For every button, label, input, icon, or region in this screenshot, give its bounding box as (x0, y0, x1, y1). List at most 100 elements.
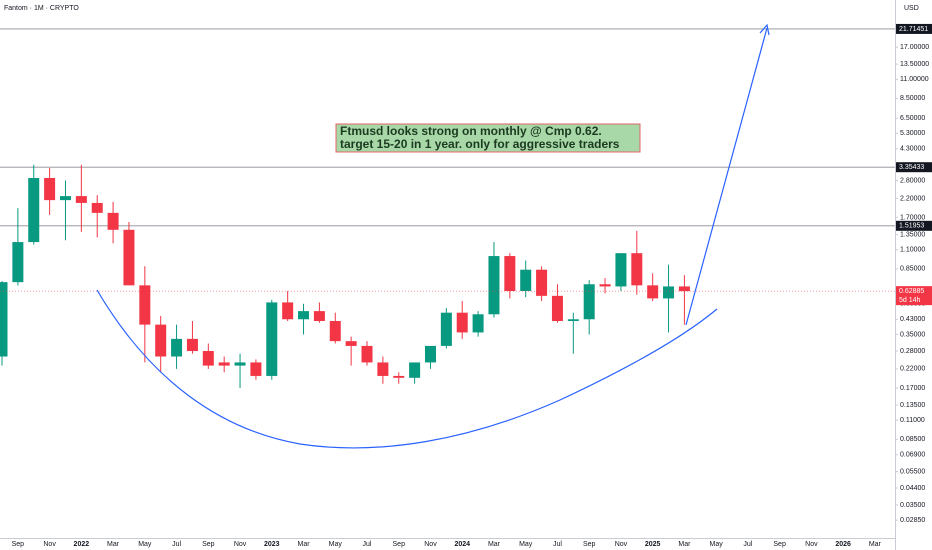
y-tick-label: 6.50000 (900, 115, 925, 122)
x-tick-label: Mar (678, 541, 691, 548)
candle-body (678, 286, 690, 292)
candle-body (424, 345, 436, 363)
x-tick-label: 2024 (454, 541, 470, 548)
x-tick-label: Sep (12, 541, 25, 548)
candle-body (44, 177, 56, 201)
y-tick-label: 0.11000 (900, 417, 925, 424)
y-tick-label: 0.03500 (900, 502, 925, 509)
y-tick-label: 5.30000 (900, 130, 925, 137)
level-label-bg (896, 23, 932, 34)
x-tick-label: Mar (869, 541, 882, 548)
candle-body (551, 295, 563, 322)
candle-body (313, 311, 325, 322)
candle-body (107, 212, 119, 230)
candle-body (440, 312, 452, 346)
candle-body (631, 253, 643, 286)
candle-body (12, 242, 24, 283)
arrow-head (759, 23, 770, 36)
x-tick-label: Sep (773, 541, 786, 548)
candle-body (472, 314, 484, 333)
x-tick-label: Jul (553, 541, 562, 548)
candle-body (266, 302, 278, 376)
annotation-line: Ftmusd looks strong on monthly @ Cmp 0.6… (340, 124, 602, 138)
y-tick-label: 0.28000 (900, 348, 925, 355)
candle-body (0, 282, 8, 357)
candle-body (647, 285, 659, 299)
y-tick-label: 17.00000 (900, 44, 929, 51)
plot: 17.00000 13.50000 11.00000 8.50000 6.50000 5.… (0, 23, 932, 548)
candle-body (456, 312, 468, 333)
level-label-bg (896, 162, 932, 173)
annotation-box (335, 123, 641, 153)
x-tick-label: Sep (202, 541, 215, 548)
candle-body (377, 362, 389, 376)
last-price-label: 0.62885 (899, 288, 924, 295)
candle-body (298, 311, 310, 320)
candle-body (75, 196, 87, 203)
x-tick-label: Mar (488, 541, 501, 548)
x-tick-label: Sep (583, 541, 596, 548)
y-tick-label: 8.50000 (900, 95, 925, 102)
x-tick-label: Jul (172, 541, 181, 548)
y-tick-label: 0.13500 (900, 402, 925, 409)
candle-body (139, 285, 151, 325)
x-tick-label: Jul (743, 541, 752, 548)
y-tick-label: 1.35000 (900, 231, 925, 238)
candle-body (520, 269, 532, 291)
y-tick-label: 1.70000 (900, 214, 925, 221)
currency-label: USD (904, 5, 919, 12)
x-tick-label: May (710, 541, 724, 548)
x-tick-label: Nov (43, 541, 56, 548)
candle-body (59, 196, 71, 201)
annotation-line: target 15-20 in 1 year. only for aggress… (340, 137, 620, 151)
level-label: 3.35433 (899, 164, 924, 171)
candle-body (28, 177, 40, 243)
level-label: 1.51953 (899, 223, 924, 230)
candle-body (488, 256, 500, 315)
y-tick-label: 0.22000 (900, 366, 925, 373)
candle-body (155, 324, 167, 357)
candle-body (536, 269, 548, 296)
candle-body (91, 202, 103, 213)
x-tick-label: 2025 (645, 541, 661, 548)
x-tick-label: 2026 (835, 541, 851, 548)
candle-body (567, 319, 579, 322)
y-tick-label: 2.80000 (900, 177, 925, 184)
x-tick-label: May (138, 541, 152, 548)
candle-body (663, 286, 675, 299)
y-tick-label: 0.35000 (900, 331, 925, 338)
candle-body (218, 362, 230, 366)
candle-body (123, 229, 135, 286)
x-tick-label: Mar (297, 541, 310, 548)
candle-body (250, 362, 262, 376)
x-tick-label: Mar (107, 541, 120, 548)
y-tick-label: 2.20000 (900, 195, 925, 202)
x-tick-label: 2023 (264, 541, 280, 548)
candle-body (202, 351, 214, 366)
y-tick-label: 11.00000 (900, 76, 929, 83)
y-tick-label: 0.02850 (900, 517, 925, 524)
candle-body (329, 321, 341, 342)
level-label: 21.71451 (899, 26, 928, 33)
x-tick-label: Nov (615, 541, 628, 548)
x-tick-label: May (519, 541, 533, 548)
candle-body (171, 338, 183, 357)
x-tick-label: May (329, 541, 343, 548)
candle-body (393, 375, 405, 378)
last-price-bg (896, 286, 932, 306)
candle-body (186, 338, 198, 352)
x-tick-label: Jul (363, 541, 372, 548)
y-tick-label: 0.08500 (900, 436, 925, 443)
x-tick-label: Nov (805, 541, 818, 548)
candle-body (583, 284, 595, 320)
x-tick-label: 2022 (74, 541, 90, 548)
chart-title: Fantom · 1M · CRYPTO (4, 5, 79, 12)
candle-body (599, 284, 611, 287)
candle-body (615, 253, 627, 287)
candle-body (504, 256, 516, 291)
y-tick-label: 0.43000 (900, 316, 925, 323)
y-tick-label: 0.06900 (900, 452, 925, 459)
